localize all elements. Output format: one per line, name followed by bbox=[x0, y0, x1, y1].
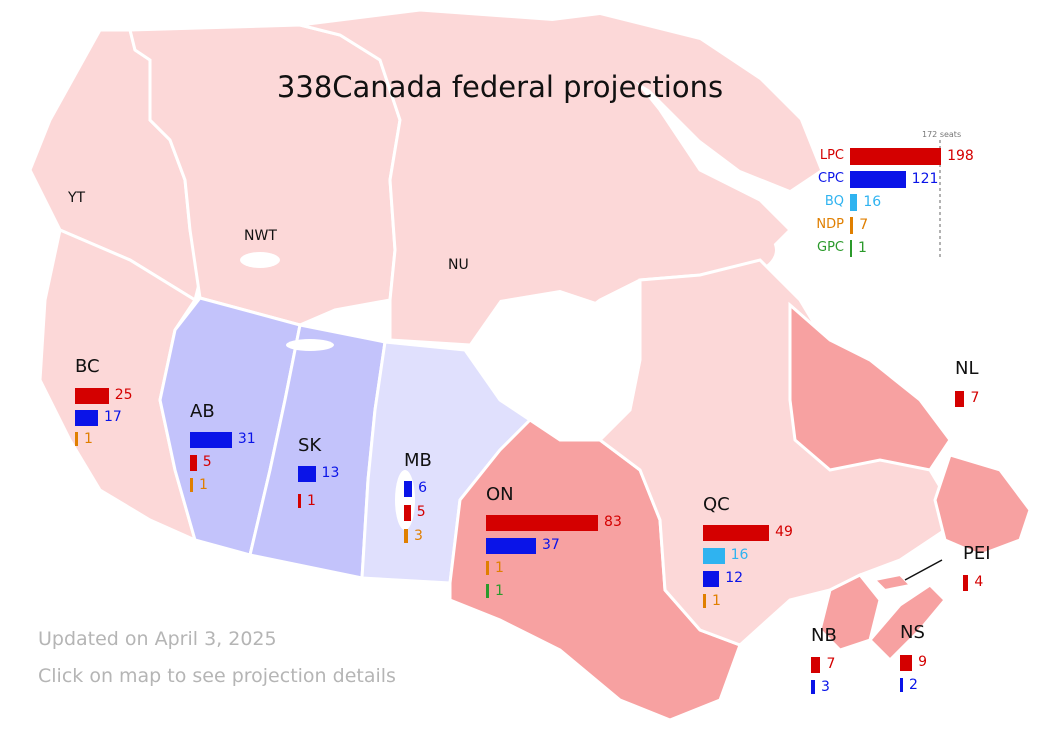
region-pei[interactable] bbox=[872, 573, 913, 592]
seat-count-ns-cpc: 2 bbox=[909, 677, 918, 693]
province-label-nl[interactable]: NL bbox=[955, 358, 979, 379]
seat-bar-qc-cpc bbox=[703, 571, 720, 587]
legend-party-ndp: NDP bbox=[816, 217, 844, 232]
legend-party-lpc: LPC bbox=[819, 148, 844, 163]
legend-seats-gpc: 1 bbox=[858, 240, 867, 256]
province-label-on[interactable]: ON bbox=[486, 484, 514, 505]
seat-bar-qc-ndp bbox=[703, 594, 706, 608]
updated-date: Updated on April 3, 2025 bbox=[38, 628, 277, 650]
legend-seats-cpc: 121 bbox=[911, 171, 939, 187]
province-label-ns[interactable]: NS bbox=[900, 622, 925, 643]
seat-bar-bc-cpc bbox=[75, 410, 98, 426]
seat-bar-sk-cpc bbox=[298, 466, 316, 482]
seat-bar-on-ndp bbox=[486, 561, 489, 575]
lake-athabasca bbox=[286, 339, 334, 351]
seat-count-qc-ndp: 1 bbox=[712, 593, 721, 609]
seat-bar-nb-cpc bbox=[811, 680, 816, 694]
seat-count-pei-lpc: 4 bbox=[974, 574, 984, 590]
seat-count-bc-lpc: 25 bbox=[114, 387, 133, 403]
seat-count-on-gpc: 1 bbox=[495, 583, 504, 599]
seat-bar-on-cpc bbox=[486, 538, 536, 554]
majority-label: 172 seats bbox=[922, 130, 962, 139]
region-ns[interactable] bbox=[867, 583, 948, 663]
seat-count-sk-cpc: 13 bbox=[321, 465, 340, 481]
legend-bar-ndp bbox=[850, 217, 854, 234]
province-label-ab[interactable]: AB bbox=[190, 401, 215, 422]
seat-bar-bc-lpc bbox=[75, 388, 109, 404]
seat-count-mb-cpc: 6 bbox=[418, 480, 428, 496]
seat-count-qc-bq: 16 bbox=[730, 547, 749, 563]
province-label-bc[interactable]: BC bbox=[75, 356, 100, 377]
click-hint: Click on map to see projection details bbox=[38, 665, 396, 687]
legend-bar-lpc bbox=[850, 148, 942, 165]
legend-seats-lpc: 198 bbox=[947, 148, 974, 164]
seat-count-on-cpc: 37 bbox=[541, 537, 560, 553]
region-nl-labrador[interactable] bbox=[788, 301, 952, 472]
seat-count-qc-cpc: 12 bbox=[725, 570, 744, 586]
region-nl-island[interactable] bbox=[933, 453, 1032, 557]
seat-count-bc-cpc: 17 bbox=[103, 409, 122, 425]
territory-label-yt: YT bbox=[68, 190, 86, 206]
seat-bar-mb-lpc bbox=[404, 505, 411, 521]
arctic-islands bbox=[520, 15, 820, 190]
seat-bar-nb-lpc bbox=[811, 657, 821, 673]
legend-bar-gpc bbox=[850, 240, 852, 257]
seat-count-on-lpc: 83 bbox=[604, 514, 622, 530]
seat-bar-on-gpc bbox=[486, 584, 489, 598]
legend-seats-ndp: 7 bbox=[859, 217, 869, 233]
hudson-bay bbox=[465, 290, 640, 440]
province-label-sk[interactable]: SK bbox=[298, 435, 322, 456]
seat-count-mb-lpc: 5 bbox=[416, 504, 426, 520]
seat-count-bc-ndp: 1 bbox=[84, 431, 93, 447]
seat-bar-nl-lpc bbox=[955, 391, 965, 407]
great-bear-lake bbox=[240, 252, 280, 268]
seat-bar-ns-lpc bbox=[900, 655, 913, 671]
legend-party-gpc: GPC bbox=[817, 240, 844, 255]
seat-bar-sk-lpc bbox=[298, 494, 301, 508]
seat-count-ns-lpc: 9 bbox=[918, 654, 928, 670]
province-label-mb[interactable]: MB bbox=[404, 450, 432, 471]
province-label-nb[interactable]: NB bbox=[811, 625, 837, 646]
legend-party-cpc: CPC bbox=[818, 171, 844, 186]
province-label-qc[interactable]: QC bbox=[703, 494, 730, 515]
province-label-pei[interactable]: PEI bbox=[963, 543, 991, 564]
seat-bar-on-lpc bbox=[486, 515, 599, 531]
seat-count-ab-ndp: 1 bbox=[199, 477, 208, 493]
seat-count-ab-lpc: 5 bbox=[202, 454, 212, 470]
seat-bar-mb-ndp bbox=[404, 529, 409, 543]
seat-bar-mb-cpc bbox=[404, 481, 413, 497]
pei-pointer-line bbox=[904, 559, 943, 581]
region-nunavut[interactable] bbox=[299, 8, 793, 347]
map-title: 338Canada federal projections bbox=[276, 70, 724, 104]
legend-bar-bq bbox=[850, 194, 858, 211]
legend-seats-bq: 16 bbox=[863, 194, 882, 210]
seat-bar-qc-bq bbox=[703, 548, 725, 564]
lake-winnipeg bbox=[395, 470, 415, 530]
seat-count-nb-lpc: 7 bbox=[826, 656, 836, 672]
seat-count-sk-lpc: 1 bbox=[307, 493, 316, 509]
legend-party-bq: BQ bbox=[824, 194, 844, 209]
legend-bar-cpc bbox=[850, 171, 906, 188]
seat-bar-ab-lpc bbox=[190, 455, 197, 471]
seat-bar-pei-lpc bbox=[963, 575, 969, 591]
seat-count-nb-cpc: 3 bbox=[821, 679, 830, 695]
seat-count-mb-ndp: 3 bbox=[414, 528, 423, 544]
seat-bar-qc-lpc bbox=[703, 525, 770, 541]
seat-count-ab-cpc: 31 bbox=[237, 431, 256, 447]
seat-bar-ab-ndp bbox=[190, 478, 193, 492]
territory-label-nwt: NWT bbox=[244, 228, 277, 244]
seat-bar-ns-cpc bbox=[900, 678, 903, 692]
seat-bar-ab-cpc bbox=[190, 432, 232, 448]
seat-count-nl-lpc: 7 bbox=[970, 390, 980, 406]
seat-bar-bc-ndp bbox=[75, 432, 78, 446]
seat-count-qc-lpc: 49 bbox=[775, 524, 793, 540]
seat-count-on-ndp: 1 bbox=[495, 560, 504, 576]
territory-label-nu: NU bbox=[448, 257, 469, 273]
